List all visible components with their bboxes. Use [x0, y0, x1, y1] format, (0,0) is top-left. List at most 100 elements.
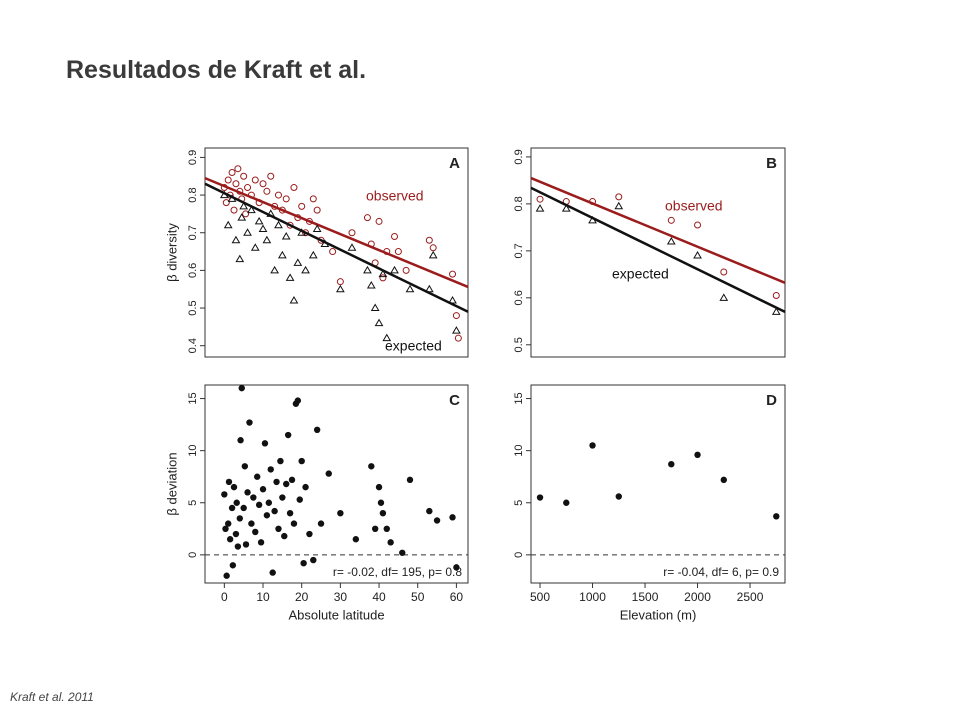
- point: [693, 251, 702, 259]
- point: [242, 210, 250, 218]
- x-tick-label: 2000: [684, 590, 711, 604]
- point: [375, 217, 383, 225]
- point: [536, 195, 544, 203]
- point: [284, 431, 292, 439]
- point: [433, 517, 441, 524]
- y-tick-label: 0.8: [513, 196, 525, 211]
- y-tick-label: 0.8: [187, 187, 199, 202]
- plot-frame: [204, 147, 469, 358]
- y-tick-label: 15: [513, 392, 525, 404]
- point: [269, 569, 276, 576]
- point: [309, 195, 317, 203]
- point: [234, 165, 242, 173]
- panel-letter: D: [766, 392, 777, 409]
- fit-line: [204, 176, 469, 289]
- point: [452, 326, 461, 334]
- point: [425, 236, 433, 244]
- point: [223, 220, 233, 229]
- y-tick-label: 0.9: [187, 150, 199, 165]
- point: [258, 224, 268, 232]
- point: [720, 268, 728, 276]
- point: [366, 280, 376, 289]
- point: [267, 466, 274, 473]
- point: [536, 494, 544, 501]
- point: [230, 206, 238, 214]
- point: [363, 265, 372, 274]
- x-tick-label: 10: [256, 590, 270, 604]
- point: [286, 221, 294, 229]
- point: [371, 525, 379, 533]
- series-label: expected: [385, 338, 442, 354]
- point: [368, 463, 375, 470]
- point: [275, 525, 282, 533]
- point: [325, 470, 332, 477]
- point: [298, 202, 306, 210]
- point: [383, 525, 390, 533]
- point: [262, 235, 272, 244]
- point: [281, 232, 291, 240]
- x-tick-label: 50: [411, 590, 425, 604]
- point: [348, 229, 356, 237]
- citation: Kraft et al. 2011: [10, 690, 94, 704]
- point: [244, 184, 252, 192]
- point: [449, 514, 456, 521]
- point: [259, 486, 267, 493]
- plot-frame: [530, 147, 786, 358]
- y-tick-label: 15: [187, 392, 199, 404]
- point: [228, 504, 236, 512]
- point: [773, 513, 780, 520]
- point: [225, 520, 232, 527]
- point: [234, 543, 242, 550]
- point: [250, 243, 260, 251]
- x-tick-label: 500: [530, 590, 550, 604]
- panel-letter: B: [766, 155, 777, 172]
- x-tick-label: 1000: [579, 590, 606, 604]
- point: [265, 499, 273, 506]
- point: [232, 530, 240, 538]
- fit-line: [530, 176, 786, 284]
- point: [277, 457, 284, 465]
- point: [247, 205, 256, 214]
- point: [399, 549, 406, 556]
- series-label: observed: [665, 198, 723, 214]
- point: [394, 248, 402, 256]
- point: [240, 172, 248, 180]
- series-label: expected: [612, 266, 669, 282]
- point: [243, 228, 252, 236]
- point: [375, 483, 383, 491]
- point: [222, 199, 230, 207]
- point: [301, 265, 310, 274]
- y-tick-label: 0.6: [513, 290, 525, 305]
- point: [285, 273, 295, 281]
- point: [250, 494, 257, 501]
- point: [270, 265, 279, 274]
- point: [563, 499, 570, 506]
- point: [271, 507, 278, 515]
- series-label: observed: [366, 188, 424, 204]
- point: [294, 397, 302, 404]
- y-tick-label: 0: [187, 552, 199, 558]
- point: [666, 236, 676, 245]
- point: [274, 191, 282, 199]
- point: [286, 509, 294, 517]
- point: [370, 303, 380, 312]
- y-tick-label: 5: [513, 500, 525, 506]
- y-axis-label: β deviation: [164, 452, 179, 515]
- y-tick-label: 0.4: [187, 338, 199, 353]
- point: [255, 501, 263, 509]
- point: [382, 333, 392, 342]
- point: [298, 457, 305, 465]
- y-tick-label: 0.5: [187, 300, 199, 315]
- point: [615, 193, 623, 201]
- plot-frame: [204, 384, 469, 584]
- point: [274, 220, 283, 229]
- fit-line: [204, 182, 469, 313]
- point: [406, 476, 414, 484]
- point: [228, 168, 236, 176]
- point: [261, 440, 269, 447]
- panel-letter: A: [449, 155, 460, 172]
- point: [254, 473, 261, 480]
- point: [694, 221, 702, 229]
- point: [290, 520, 298, 527]
